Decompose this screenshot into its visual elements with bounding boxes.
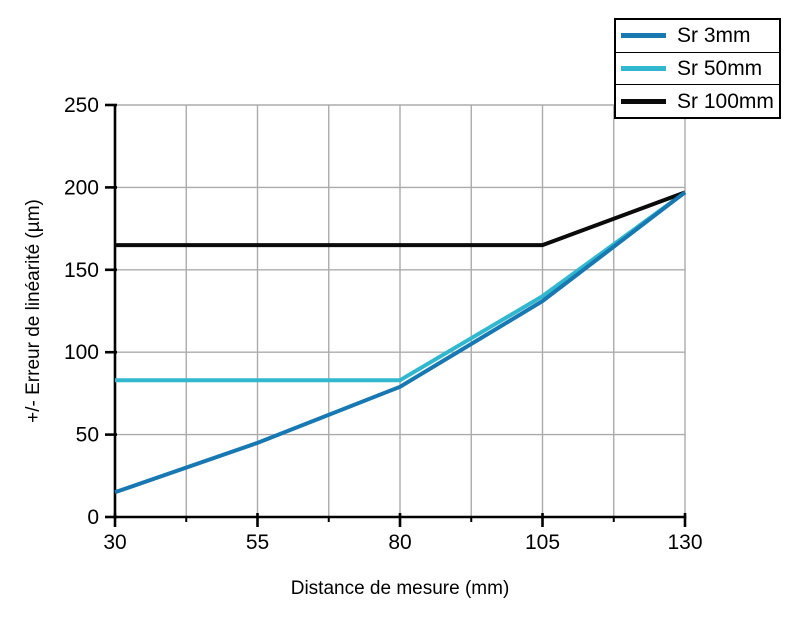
legend-item-sr-100mm: Sr 100mm [616,84,779,117]
x-tick-label: 130 [667,531,702,554]
y-tick-label: 150 [64,259,99,282]
legend-label: Sr 3mm [677,24,751,48]
legend-item-sr-3mm: Sr 3mm [616,20,779,52]
y-tick-label: 200 [64,176,99,199]
series-line-sr-3mm [114,190,687,495]
x-tick-label: 105 [525,531,560,554]
series-line-sr-50mm [115,190,687,383]
y-tick-label: 100 [64,341,99,364]
legend-item-sr-50mm: Sr 50mm [616,51,779,85]
x-tick-label: 30 [103,531,126,554]
series-line-sr-100mm [115,190,686,248]
y-axis-title: +/- Erreur de linéarité (µm) [23,199,44,423]
legend-label: Sr 100mm [677,89,774,113]
legend-label: Sr 50mm [677,57,763,80]
x-tick-label: 55 [246,531,269,554]
legend-swatch [621,98,666,104]
legend-swatch [621,66,666,71]
y-tick-label: 250 [64,94,99,117]
y-tick-label: 0 [87,506,99,529]
legend: Sr 3mm Sr 50mm Sr 100mm [614,18,781,119]
y-tick-label: 50 [76,424,99,447]
legend-swatch [621,33,666,39]
x-axis-title: Distance de mesure (mm) [290,578,510,599]
x-tick-label: 80 [388,531,411,554]
